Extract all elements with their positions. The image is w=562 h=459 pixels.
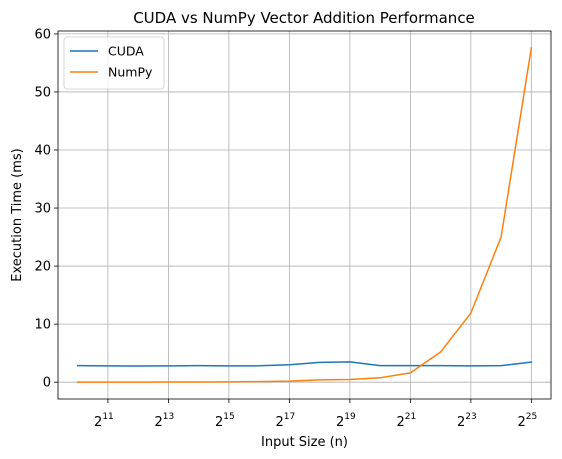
y-axis-label: Execution Time (ms): [10, 148, 25, 281]
x-tick-base: 2: [155, 415, 163, 430]
x-tick-exponent: 23: [465, 412, 476, 422]
series-line-numpy: [78, 48, 532, 382]
y-tick-label: 20: [34, 260, 51, 275]
x-tick-exponent: 13: [163, 412, 174, 422]
x-tick-label: 217: [276, 412, 296, 430]
x-tick-exponent: 21: [405, 412, 416, 422]
x-tick-exponent: 17: [284, 412, 295, 422]
legend-label-cuda: CUDA: [108, 44, 144, 59]
x-tick-base: 2: [457, 415, 465, 430]
x-tick-base: 2: [276, 415, 284, 430]
x-tick-label: 223: [457, 412, 477, 430]
series-layer: [78, 48, 532, 382]
series-line-cuda: [78, 362, 532, 366]
x-tick-base: 2: [396, 415, 404, 430]
y-tick-label: 50: [34, 85, 51, 100]
x-tick-exponent: 19: [344, 412, 356, 422]
x-tick-exponent: 15: [223, 412, 234, 422]
y-tick-label: 30: [34, 202, 51, 217]
x-tick-label: 219: [336, 412, 356, 430]
x-tick-label: 215: [215, 412, 235, 430]
x-tick-exponent: 11: [102, 412, 113, 422]
x-tick-label: 213: [155, 412, 175, 430]
legend: CUDA NumPy: [64, 37, 164, 89]
legend-label-numpy: NumPy: [108, 65, 153, 80]
y-tick-label: 10: [34, 318, 51, 333]
y-tick-label: 60: [34, 27, 51, 42]
x-tick-base: 2: [336, 415, 344, 430]
y-tick-label: 40: [34, 143, 51, 158]
x-tick-label: 221: [396, 412, 416, 430]
x-tick-base: 2: [94, 415, 102, 430]
x-tick-label: 211: [94, 412, 114, 430]
y-tick-label: 0: [43, 376, 51, 391]
x-axis-label: Input Size (n): [261, 435, 348, 450]
x-tick-exponent: 25: [526, 412, 537, 422]
chart-title: CUDA vs NumPy Vector Addition Performanc…: [133, 9, 475, 27]
x-tick-label: 225: [517, 412, 537, 430]
x-tick-base: 2: [215, 415, 223, 430]
x-tick-base: 2: [517, 415, 525, 430]
